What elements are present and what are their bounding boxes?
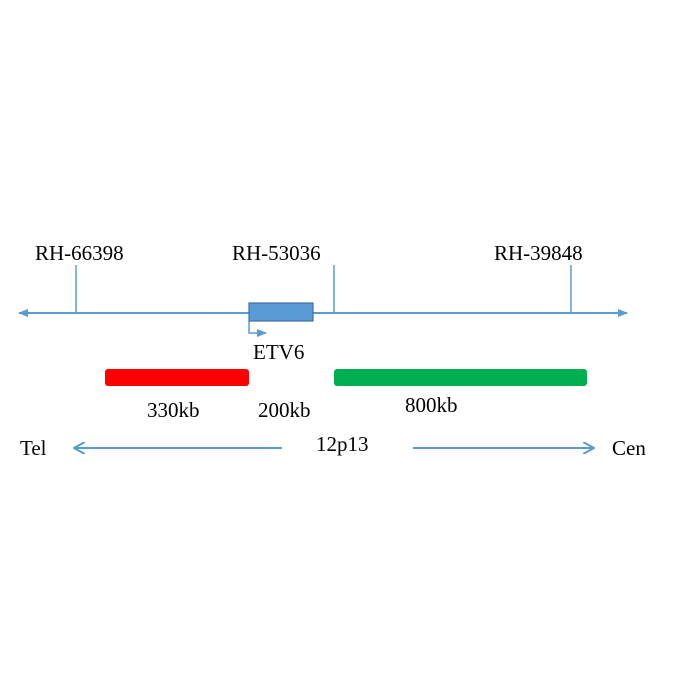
probe-size-label: 800kb — [405, 393, 458, 417]
probe-bar-green — [334, 369, 587, 386]
marker-label: RH-66398 — [35, 241, 124, 265]
probe-bar-red — [105, 369, 249, 386]
telomere-label: Tel — [20, 436, 47, 460]
centromere-label: Cen — [612, 436, 646, 460]
marker-label: RH-39848 — [494, 241, 583, 265]
etv6-gene-box — [248, 302, 314, 322]
band-label: 12p13 — [316, 432, 369, 456]
gene-label: ETV6 — [253, 340, 305, 364]
promoter-arrow-icon — [248, 321, 267, 337]
marker-label: RH-53036 — [232, 241, 321, 265]
probe-size-label: 330kb — [147, 398, 200, 422]
gap-size-label: 200kb — [258, 398, 311, 422]
